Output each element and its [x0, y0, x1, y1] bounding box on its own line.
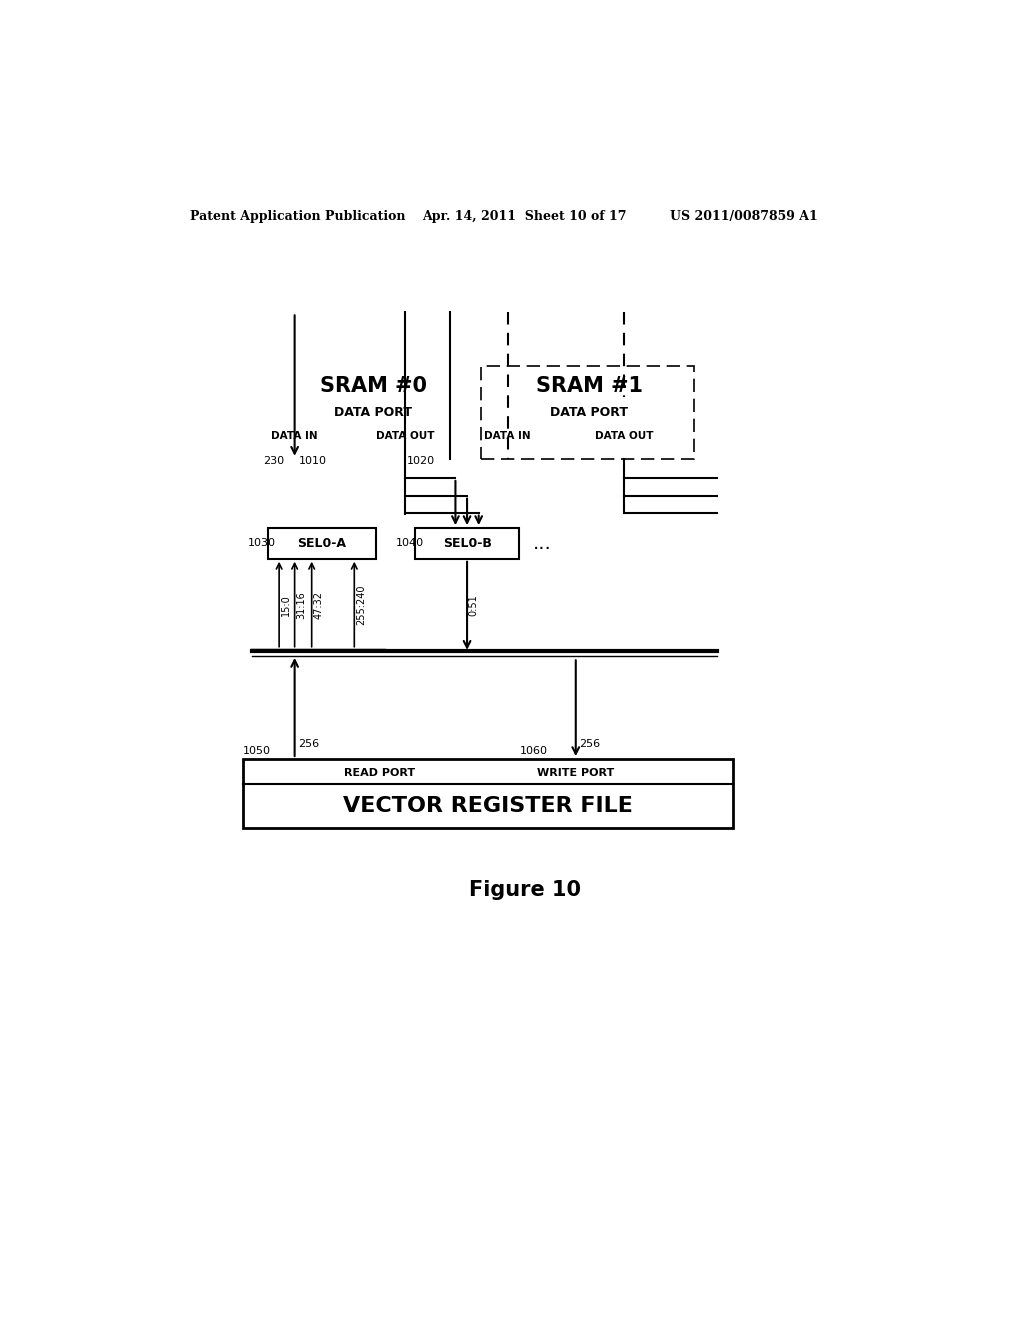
- Text: DATA PORT: DATA PORT: [334, 407, 413, 418]
- Bar: [480, 367, 693, 459]
- Text: 256: 256: [579, 739, 600, 748]
- Text: 0:51: 0:51: [469, 594, 478, 616]
- Text: DATA OUT: DATA OUT: [376, 430, 435, 441]
- Text: 230: 230: [263, 455, 285, 466]
- Text: WRITE PORT: WRITE PORT: [538, 768, 614, 777]
- Text: SEL0-B: SEL0-B: [442, 537, 492, 550]
- Text: DATA IN: DATA IN: [484, 430, 531, 441]
- Text: SEL0-A: SEL0-A: [297, 537, 346, 550]
- Text: Figure 10: Figure 10: [469, 880, 581, 900]
- Text: SRAM #0: SRAM #0: [319, 376, 427, 396]
- Text: 31:16: 31:16: [296, 591, 306, 619]
- Text: 1030: 1030: [248, 539, 276, 548]
- Text: 1010: 1010: [299, 455, 327, 466]
- Text: 47:32: 47:32: [313, 591, 324, 619]
- Text: DATA PORT: DATA PORT: [550, 407, 628, 418]
- Text: 1050: 1050: [243, 746, 270, 756]
- Text: US 2011/0087859 A1: US 2011/0087859 A1: [671, 210, 818, 223]
- Text: 1020: 1020: [407, 455, 435, 466]
- Text: ...: ...: [534, 533, 552, 553]
- Text: Apr. 14, 2011  Sheet 10 of 17: Apr. 14, 2011 Sheet 10 of 17: [423, 210, 627, 223]
- Bar: [267, 528, 376, 558]
- Text: 15:0: 15:0: [281, 594, 291, 616]
- Text: 256: 256: [298, 739, 318, 748]
- Text: VECTOR REGISTER FILE: VECTOR REGISTER FILE: [343, 796, 633, 816]
- Text: 1060: 1060: [519, 746, 548, 756]
- Bar: [243, 759, 732, 829]
- Bar: [415, 528, 519, 558]
- Text: 1040: 1040: [395, 539, 424, 548]
- Text: READ PORT: READ PORT: [344, 768, 416, 777]
- Text: 255:240: 255:240: [356, 585, 366, 626]
- Text: SRAM #1: SRAM #1: [536, 376, 643, 396]
- Text: DATA OUT: DATA OUT: [595, 430, 653, 441]
- Text: Patent Application Publication: Patent Application Publication: [190, 210, 406, 223]
- Text: DATA IN: DATA IN: [271, 430, 317, 441]
